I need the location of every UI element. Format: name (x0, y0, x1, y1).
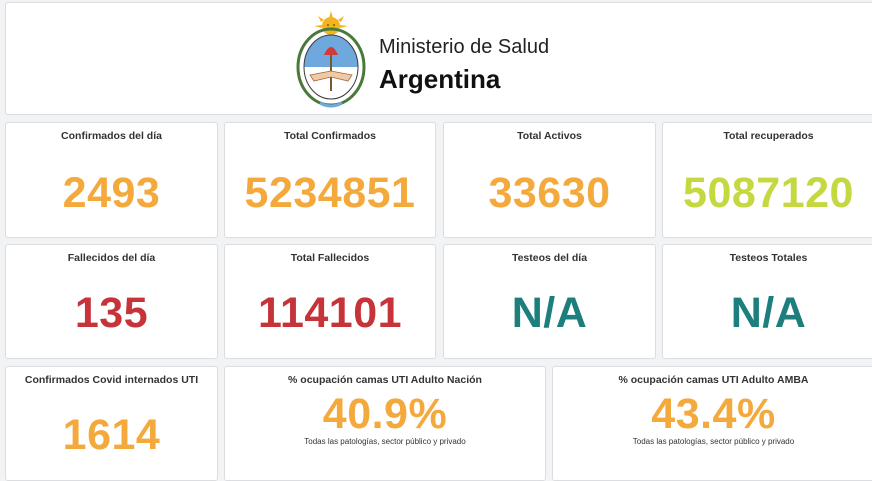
tile-title: Fallecidos del día (67, 252, 156, 264)
tile-title: Total Confirmados (284, 130, 376, 142)
tile-uti-amba: % ocupación camas UTI Adulto AMBA 43.4% … (552, 366, 872, 481)
tile-value: 40.9% (322, 390, 448, 438)
tile-title: % ocupación camas UTI Adulto Nación (288, 374, 482, 386)
country-title: Argentina (379, 64, 501, 94)
header-card: Ministerio de Salud Argentina (5, 2, 872, 115)
tile-note: Todas las patologías, sector público y p… (632, 437, 795, 446)
argentina-coat-of-arms-icon (296, 11, 366, 108)
tile-total-activos: Total Activos 33630 (443, 122, 656, 238)
tile-testeos-dia: Testeos del día N/A (443, 244, 656, 359)
tile-note: Todas las patologías, sector público y p… (304, 437, 466, 446)
tile-value: 114101 (257, 289, 403, 337)
tile-title: % ocupación camas UTI Adulto AMBA (618, 374, 809, 386)
tile-value: 1614 (62, 411, 161, 459)
ministry-title: Ministerio de Salud (379, 36, 550, 58)
tile-value: N/A (511, 289, 588, 337)
tile-total-recuperados: Total recuperados 5087120 (662, 122, 872, 238)
tile-title: Confirmados del día (61, 130, 162, 142)
tile-title: Confirmados Covid internados UTI (24, 374, 199, 386)
tile-value: 5087120 (683, 169, 854, 217)
tile-title: Total recuperados (723, 130, 814, 142)
tile-value: 135 (74, 289, 149, 337)
tile-value: 43.4% (651, 390, 776, 438)
tile-value: 2493 (62, 169, 161, 217)
tile-testeos-totales: Testeos Totales N/A (662, 244, 872, 359)
tile-value: 5234851 (244, 169, 416, 217)
tile-total-confirmados: Total Confirmados 5234851 (224, 122, 436, 238)
tile-title: Testeos del día (511, 252, 588, 264)
tile-value: N/A (730, 289, 807, 337)
tile-internados-uti: Confirmados Covid internados UTI 1614 (5, 366, 218, 481)
tile-title: Total Activos (517, 130, 582, 142)
tile-fallecidos-dia: Fallecidos del día 135 (5, 244, 218, 359)
tile-title: Total Fallecidos (290, 252, 370, 264)
tile-value: 33630 (488, 169, 611, 217)
tile-uti-nacion: % ocupación camas UTI Adulto Nación 40.9… (224, 366, 546, 481)
tile-total-fallecidos: Total Fallecidos 114101 (224, 244, 436, 359)
tile-confirmados-dia: Confirmados del día 2493 (5, 122, 218, 238)
tile-title: Testeos Totales (729, 252, 808, 264)
